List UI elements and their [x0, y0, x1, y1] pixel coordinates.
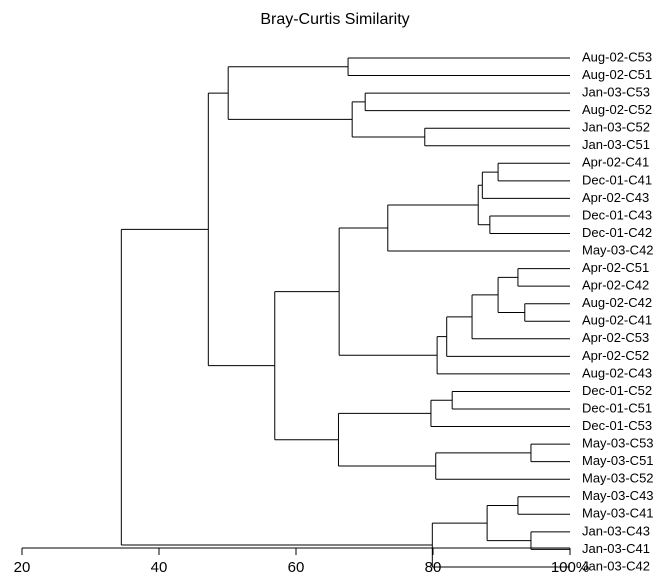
leaf-label: May-03-C43 [582, 488, 654, 503]
x-tick-label: 80 [425, 559, 442, 576]
leaf-label: Jan-03-C51 [582, 137, 650, 152]
leaf-label: Apr-02-C52 [582, 348, 649, 363]
leaf-label: Aug-02-C41 [582, 313, 652, 328]
leaf-label: Dec-01-C41 [582, 172, 652, 187]
leaf-label: Apr-02-C53 [582, 330, 649, 345]
leaf-label: Jan-03-C52 [582, 120, 650, 135]
leaf-label: Apr-02-C42 [582, 278, 649, 293]
leaf-label: Dec-01-C43 [582, 207, 652, 222]
leaf-label: May-03-C41 [582, 506, 654, 521]
leaf-label: Apr-02-C43 [582, 190, 649, 205]
leaf-label: Aug-02-C52 [582, 102, 652, 117]
leaf-label: Jan-03-C53 [582, 85, 650, 100]
chart-title: Bray-Curtis Similarity [260, 11, 409, 28]
leaf-label: Aug-02-C42 [582, 295, 652, 310]
leaf-label: Dec-01-C42 [582, 225, 652, 240]
leaf-label: Aug-02-C51 [582, 67, 652, 82]
leaf-label: May-03-C51 [582, 453, 654, 468]
leaf-label: Apr-02-C51 [582, 260, 649, 275]
leaf-label: Jan-03-C42 [582, 558, 650, 573]
leaf-label: Apr-02-C41 [582, 155, 649, 170]
x-tick-label: 100% [551, 559, 589, 576]
x-tick-label: 60 [288, 559, 305, 576]
leaf-label: Aug-02-C43 [582, 365, 652, 380]
leaf-label: May-03-C52 [582, 471, 654, 486]
x-tick-label: 40 [151, 559, 168, 576]
x-tick-label: 20 [14, 559, 31, 576]
leaf-label: Aug-02-C53 [582, 49, 652, 64]
leaf-label: Dec-01-C51 [582, 400, 652, 415]
leaf-label: Dec-01-C53 [582, 418, 652, 433]
leaf-label: Jan-03-C43 [582, 523, 650, 538]
leaf-label: Dec-01-C52 [582, 383, 652, 398]
leaf-label: May-03-C42 [582, 242, 654, 257]
leaf-label: May-03-C53 [582, 436, 654, 451]
leaf-label: Jan-03-C41 [582, 541, 650, 556]
